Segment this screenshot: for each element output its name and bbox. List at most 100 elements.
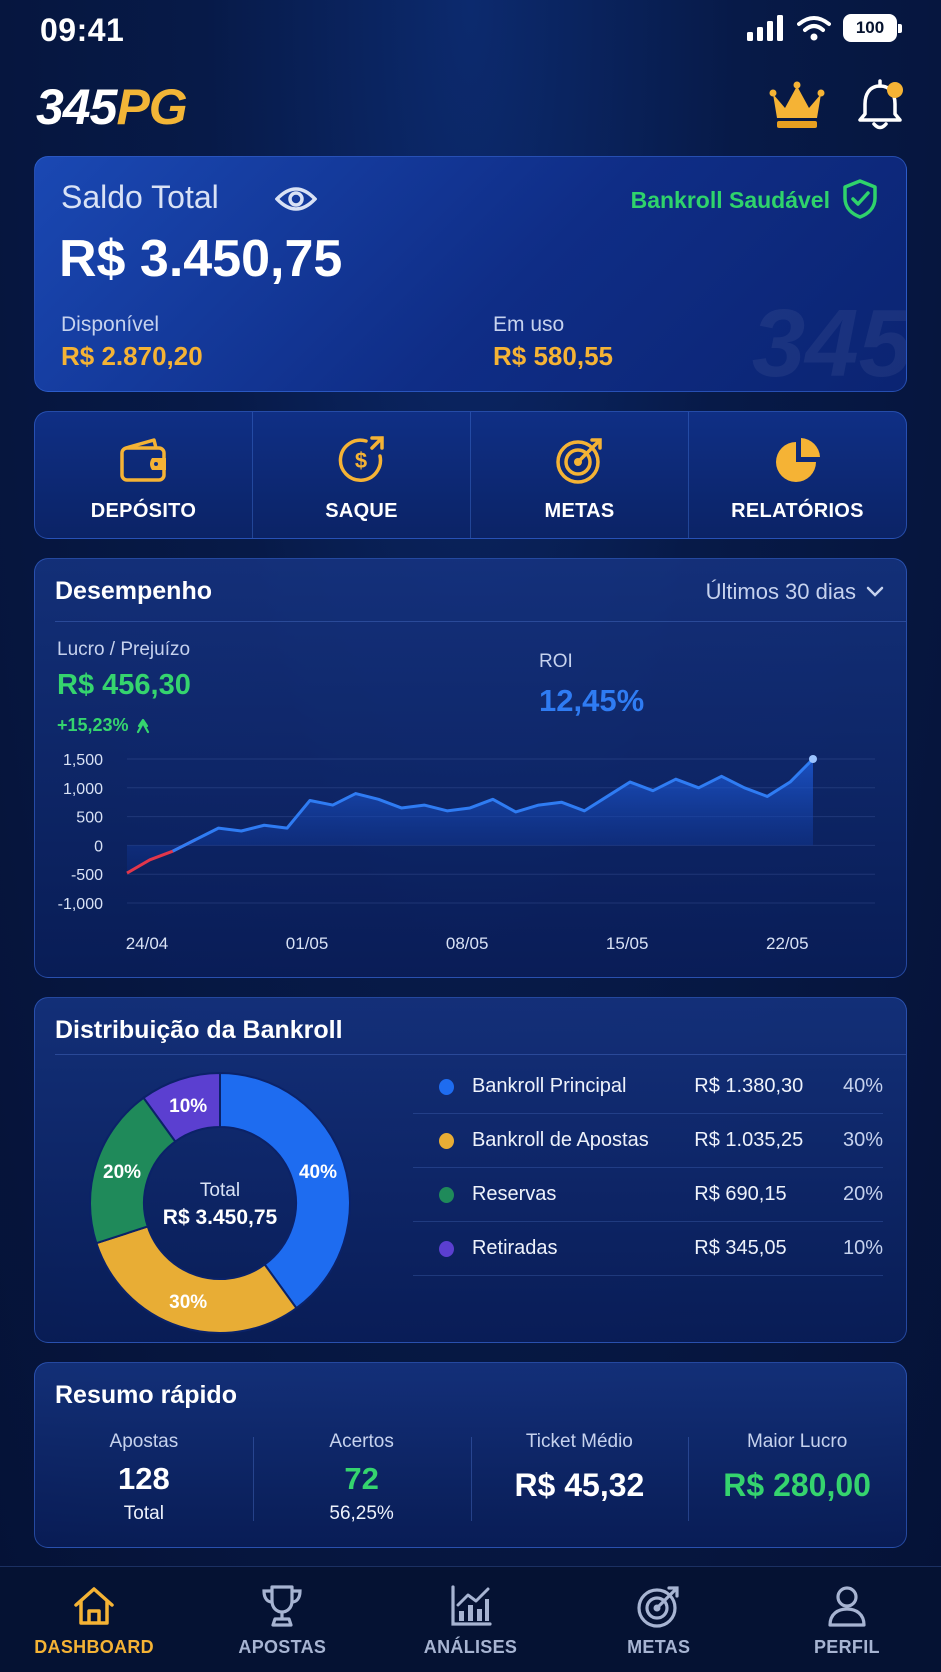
period-label: Últimos 30 dias bbox=[705, 579, 856, 604]
hits-sub: 56,25% bbox=[329, 1503, 394, 1524]
bottom-navigation: DASHBOARD APOSTAS ANÁLISES METAS PER bbox=[0, 1566, 941, 1672]
app-header: 345PG bbox=[36, 70, 905, 140]
ticket-label: Ticket Médio bbox=[525, 1431, 633, 1452]
x-tick-label: 15/05 bbox=[606, 934, 649, 953]
card-watermark: 345 bbox=[751, 290, 907, 392]
summary-max-profit: Maior Lucro R$ 280,00 bbox=[688, 1427, 906, 1537]
distribution-card: Distribuição da Bankroll Total R$ 3.450,… bbox=[34, 997, 907, 1343]
signal-icon bbox=[747, 15, 783, 41]
status-bar: 09:41 100 bbox=[0, 0, 941, 60]
in-use-label: Em uso bbox=[493, 313, 565, 336]
summary-hits: Acertos 72 56,25% bbox=[252, 1427, 471, 1537]
bets-label: Apostas bbox=[109, 1431, 179, 1452]
chart-line bbox=[172, 757, 815, 853]
legend-row: Reservas R$ 690,15 20% bbox=[413, 1168, 883, 1222]
profit-loss-label: Lucro / Prejuízo bbox=[57, 639, 191, 660]
donut-slice-label: 10% bbox=[169, 1096, 207, 1117]
app-logo: 345PG bbox=[36, 78, 188, 136]
total-balance: R$ 3.450,75 bbox=[59, 230, 343, 288]
balance-title: Saldo Total bbox=[61, 179, 219, 215]
y-tick-label: 1,000 bbox=[63, 781, 103, 798]
y-tick-label: 0 bbox=[94, 838, 103, 855]
nav-profile[interactable]: PERFIL bbox=[753, 1567, 941, 1672]
nav-label: APOSTAS bbox=[238, 1637, 327, 1657]
legend-amount: R$ 690,15 bbox=[694, 1183, 787, 1205]
distribution-donut-chart: Total R$ 3.450,75 40% 30% 20% 10% bbox=[89, 1071, 351, 1334]
x-tick-label: 24/04 bbox=[126, 934, 169, 953]
legend-amount: R$ 1.035,25 bbox=[694, 1129, 804, 1151]
crown-icon[interactable] bbox=[769, 80, 825, 130]
withdraw-button[interactable]: $ SAQUE bbox=[252, 412, 470, 538]
legend-row: Retiradas R$ 345,05 10% bbox=[413, 1222, 883, 1276]
nav-bets[interactable]: APOSTAS bbox=[188, 1567, 376, 1672]
target-icon bbox=[555, 438, 602, 484]
target-icon bbox=[637, 1586, 679, 1628]
period-dropdown[interactable]: Últimos 30 dias bbox=[706, 579, 884, 605]
goals-button[interactable]: METAS bbox=[470, 412, 688, 538]
quick-actions: DEPÓSITO $ SAQUE METAS RELATÓRIOS bbox=[34, 411, 907, 539]
in-use-value: R$ 580,55 bbox=[493, 341, 613, 371]
summary-title: Resumo rápido bbox=[55, 1381, 237, 1409]
distribution-title: Distribuição da Bankroll bbox=[55, 1016, 343, 1044]
eye-icon[interactable] bbox=[275, 185, 317, 213]
legend-name: Retiradas bbox=[471, 1237, 558, 1259]
hits-label: Acertos bbox=[329, 1431, 394, 1452]
quick-summary-card: Resumo rápido Apostas 128 Total Acertos … bbox=[34, 1362, 907, 1548]
performance-card: Desempenho Últimos 30 dias Lucro / Preju… bbox=[34, 558, 907, 978]
battery-indicator: 100 bbox=[843, 14, 902, 42]
legend-percent: 30% bbox=[842, 1129, 883, 1151]
legend-name: Bankroll de Apostas bbox=[471, 1129, 649, 1151]
svg-text:$: $ bbox=[354, 448, 366, 473]
deposit-button[interactable]: DEPÓSITO bbox=[35, 412, 252, 538]
max-profit-value: R$ 280,00 bbox=[723, 1467, 871, 1503]
donut-slice-label: 40% bbox=[299, 1162, 337, 1183]
legend-name: Reservas bbox=[471, 1183, 557, 1205]
y-tick-label: -1,000 bbox=[58, 896, 103, 913]
section-divider bbox=[55, 1054, 906, 1055]
pie-chart-icon bbox=[775, 438, 820, 482]
nav-label: METAS bbox=[627, 1637, 691, 1657]
shield-check-icon bbox=[843, 179, 877, 219]
legend-percent: 20% bbox=[842, 1183, 883, 1205]
nav-label: ANÁLISES bbox=[423, 1637, 518, 1657]
nav-analytics[interactable]: ANÁLISES bbox=[376, 1567, 564, 1672]
wallet-icon bbox=[119, 438, 166, 482]
home-icon bbox=[74, 1587, 114, 1625]
withdraw-label: SAQUE bbox=[325, 500, 398, 522]
legend-row: Bankroll de Apostas R$ 1.035,25 30% bbox=[413, 1114, 883, 1168]
donut-slice-label: 30% bbox=[169, 1292, 207, 1313]
bets-value: 128 bbox=[118, 1461, 170, 1496]
wifi-icon bbox=[797, 16, 831, 41]
reports-button[interactable]: RELATÓRIOS bbox=[688, 412, 906, 538]
hits-value: 72 bbox=[344, 1461, 379, 1496]
y-tick-label: -500 bbox=[71, 867, 103, 884]
summary-grid: Apostas 128 Total Acertos 72 56,25% Tick… bbox=[35, 1427, 906, 1537]
donut-slice bbox=[95, 1225, 298, 1334]
change-percent: +15,23% bbox=[57, 715, 129, 735]
notifications-button[interactable] bbox=[855, 78, 905, 132]
coin-withdraw-icon: $ bbox=[338, 436, 384, 482]
available-label: Disponível bbox=[61, 313, 160, 336]
reports-label: RELATÓRIOS bbox=[731, 500, 864, 522]
nav-goals[interactable]: METAS bbox=[565, 1567, 753, 1672]
logo-part-1: 345 bbox=[36, 79, 117, 135]
legend-percent: 40% bbox=[842, 1075, 883, 1097]
legend-amount: R$ 345,05 bbox=[694, 1237, 787, 1259]
x-tick-label: 22/05 bbox=[766, 934, 809, 953]
y-tick-label: 500 bbox=[76, 810, 103, 827]
donut-center-label: Total bbox=[200, 1180, 240, 1201]
roi-label: ROI bbox=[539, 651, 573, 672]
performance-line-chart: 1,500 1,000 500 0 -500 -1,000 24/04 01/05 08/05 1… bbox=[58, 752, 875, 953]
analytics-icon bbox=[450, 1585, 492, 1626]
nav-dashboard[interactable]: DASHBOARD bbox=[0, 1567, 188, 1672]
status-time: 09:41 bbox=[40, 12, 125, 48]
donut-slice bbox=[142, 1071, 221, 1143]
deposit-label: DEPÓSITO bbox=[90, 500, 197, 522]
available-value: R$ 2.870,20 bbox=[61, 341, 203, 371]
max-profit-label: Maior Lucro bbox=[746, 1431, 848, 1452]
legend-dot bbox=[439, 1132, 454, 1149]
chevron-down-icon bbox=[866, 586, 884, 597]
legend-dot bbox=[439, 1186, 454, 1203]
nav-label: DASHBOARD bbox=[34, 1637, 154, 1657]
x-tick-label: 01/05 bbox=[286, 934, 329, 953]
